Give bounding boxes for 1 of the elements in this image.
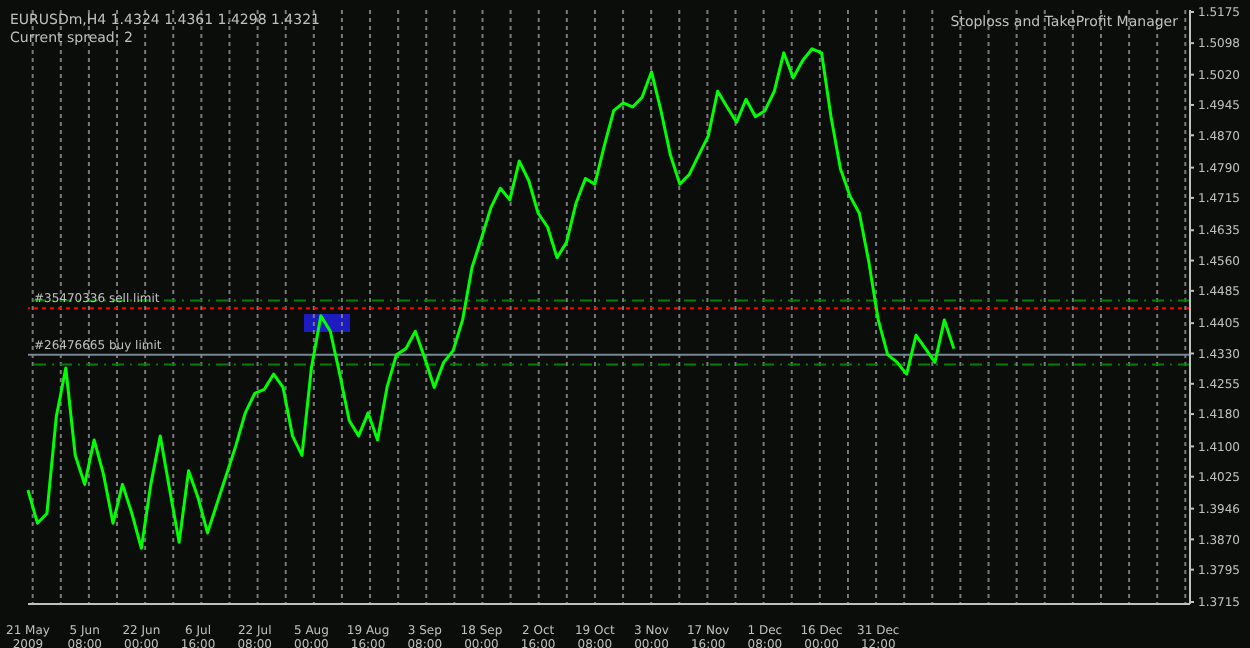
- line-series: [26, 47, 956, 550]
